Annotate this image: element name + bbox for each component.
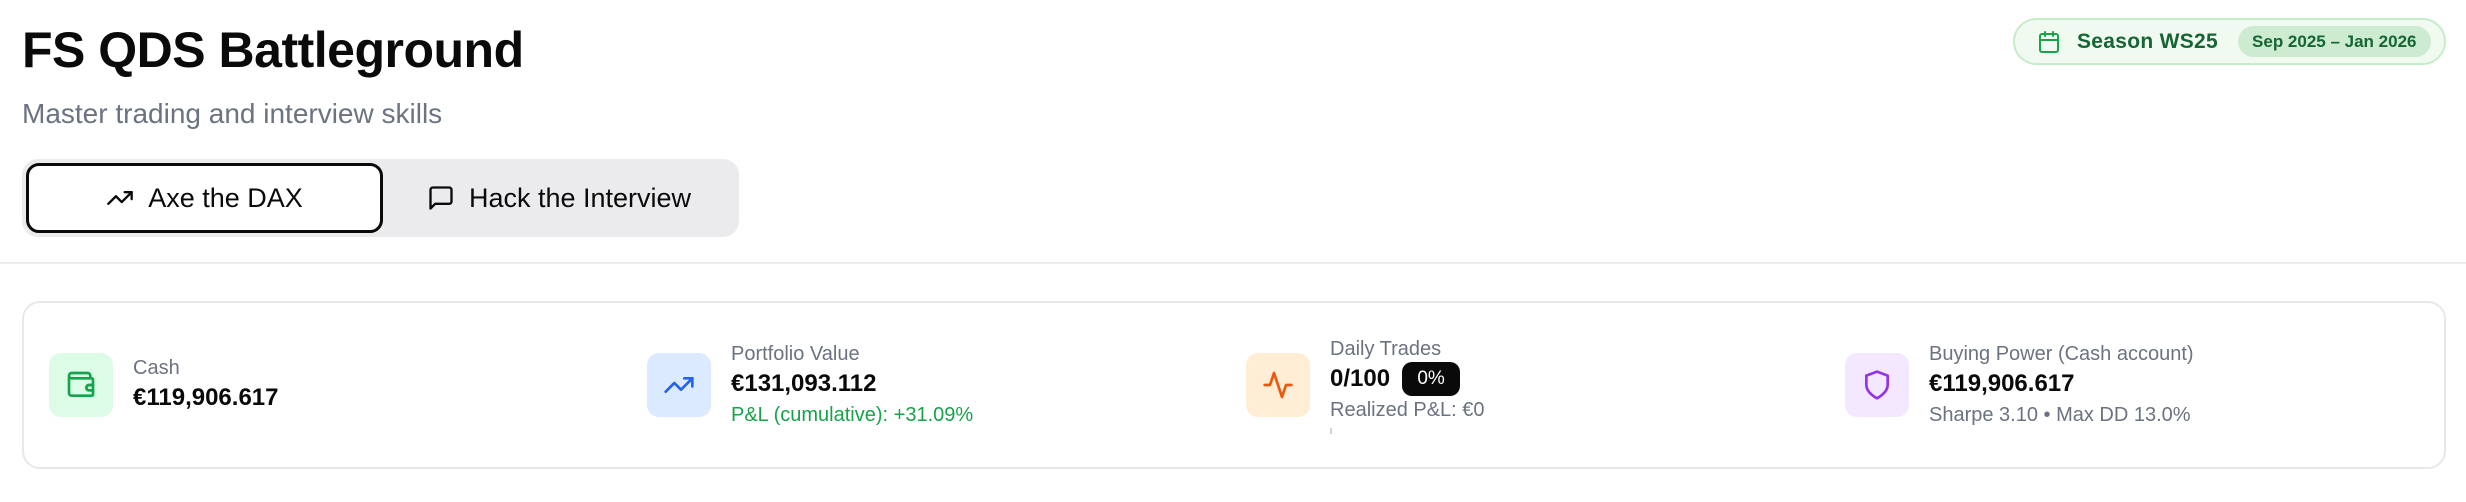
- stats-card: Cash €119,906.617 Portfolio Value €131,0…: [22, 301, 2446, 469]
- tab-label: Hack the Interview: [468, 182, 692, 213]
- trades-progress-bar: [1330, 428, 1332, 434]
- shield-icon: [1865, 370, 1889, 400]
- stat-value: €119,906.617: [133, 384, 279, 411]
- stat-icon-box: [1246, 353, 1310, 417]
- stat-value: €119,906.617: [1929, 370, 2075, 397]
- stat-value: €131,093.112: [731, 370, 877, 397]
- trending-up-icon: [664, 377, 694, 393]
- pnl-cumulative: P&L (cumulative): +31.09%: [731, 404, 974, 426]
- trades-percent-badge: 0%: [1402, 362, 1461, 396]
- stat-cash: Cash €119,906.617: [49, 303, 279, 467]
- season-badge: Season WS25 Sep 2025 – Jan 2026: [2013, 18, 2446, 65]
- mode-tabs: Axe the DAX Hack the Interview: [22, 159, 739, 237]
- header-divider: [0, 262, 2466, 264]
- season-range: Sep 2025 – Jan 2026: [2238, 26, 2431, 57]
- stat-portfolio-value: Portfolio Value €131,093.112 P&L (cumula…: [647, 303, 973, 467]
- tab-label: Axe the DAX: [148, 182, 303, 213]
- stat-icon-box: [647, 353, 711, 417]
- tab-hack-the-interview[interactable]: Hack the Interview: [383, 163, 735, 233]
- stat-icon-box: [49, 353, 113, 417]
- stat-label: Cash: [133, 357, 180, 379]
- trending-up-icon: [107, 191, 134, 205]
- season-label: Season WS25: [2077, 29, 2219, 53]
- wallet-icon: [67, 371, 95, 397]
- realized-pnl: Realized P&L: €0: [1330, 399, 1485, 421]
- stat-label: Portfolio Value: [731, 343, 860, 365]
- activity-icon: [1263, 371, 1293, 399]
- stat-label: Buying Power (Cash account): [1929, 343, 2194, 365]
- stat-label: Daily Trades: [1330, 338, 1442, 360]
- page-title: FS QDS Battleground: [22, 22, 524, 78]
- stat-icon-box: [1845, 353, 1909, 417]
- risk-metrics: Sharpe 3.10 • Max DD 13.0%: [1929, 404, 2191, 426]
- page-subtitle: Master trading and interview skills: [22, 98, 443, 129]
- calendar-icon: [2039, 30, 2059, 53]
- stat-daily-trades: Daily Trades 0/100 0% Realized P&L: €0: [1246, 303, 1485, 467]
- stat-value: 0/100: [1330, 365, 1391, 392]
- tab-axe-the-dax[interactable]: Axe the DAX: [26, 163, 383, 233]
- stat-buying-power: Buying Power (Cash account) €119,906.617…: [1845, 303, 2194, 467]
- message-square-icon: [429, 186, 453, 210]
